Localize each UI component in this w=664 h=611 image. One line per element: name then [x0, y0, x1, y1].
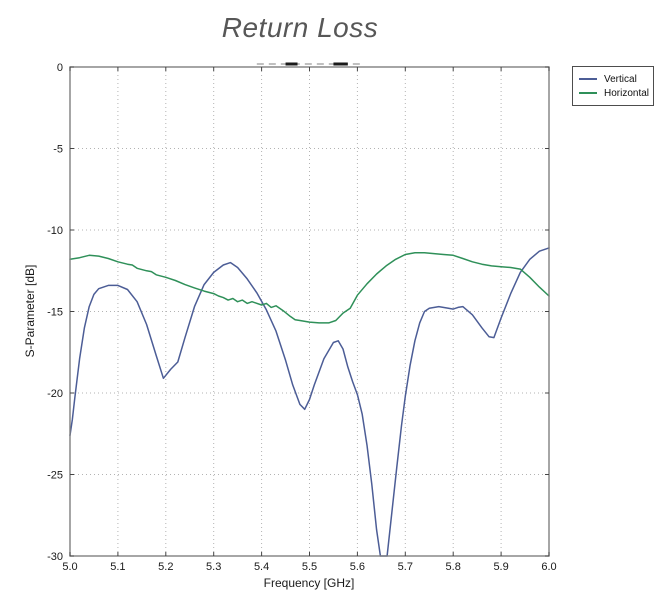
vertical-line-swatch — [579, 78, 597, 80]
svg-text:5.1: 5.1 — [110, 561, 125, 573]
svg-text:5.4: 5.4 — [254, 561, 269, 573]
svg-text:0: 0 — [57, 62, 63, 74]
grid-lines — [70, 67, 549, 556]
legend-box: Vertical Horizontal — [572, 66, 654, 106]
series-line-vertical — [69, 247, 550, 557]
tick-marks — [69, 66, 550, 557]
svg-text:-25: -25 — [47, 470, 63, 482]
svg-text:5.5: 5.5 — [302, 561, 317, 573]
svg-text:5.9: 5.9 — [493, 561, 508, 573]
svg-text:5.8: 5.8 — [446, 561, 461, 573]
svg-text:-20: -20 — [47, 388, 63, 400]
legend-entry-horizontal: Horizontal — [577, 86, 650, 100]
svg-text:5.6: 5.6 — [350, 561, 365, 573]
x-tick-labels: 5.0 5.1 5.2 5.3 5.4 5.5 5.6 5.7 5.8 5.9 6.0 — [62, 561, 556, 573]
svg-text:5.0: 5.0 — [62, 561, 77, 573]
svg-text:-30: -30 — [47, 551, 63, 563]
svg-text:5.3: 5.3 — [206, 561, 221, 573]
svg-text:5.7: 5.7 — [398, 561, 413, 573]
x-axis-label: Frequency [GHz] — [263, 576, 355, 590]
legend-label-horizontal: Horizontal — [604, 87, 650, 99]
svg-text:5.2: 5.2 — [158, 561, 173, 573]
chart-title: Return Loss — [221, 12, 379, 43]
y-axis-label: S-Parameter [dB] — [23, 264, 37, 358]
svg-text:-10: -10 — [47, 225, 63, 237]
y-tick-labels: 0 -5 -10 -15 -20 -25 -30 — [47, 62, 63, 563]
svg-text:-15: -15 — [47, 307, 63, 319]
legend-entry-vertical: Vertical — [577, 72, 648, 86]
svg-text:-5: -5 — [53, 144, 63, 156]
svg-text:6.0: 6.0 — [541, 561, 556, 573]
horizontal-line-swatch — [579, 92, 597, 94]
series-line-horizontal — [69, 252, 550, 324]
legend-label-vertical: Vertical — [604, 73, 637, 85]
